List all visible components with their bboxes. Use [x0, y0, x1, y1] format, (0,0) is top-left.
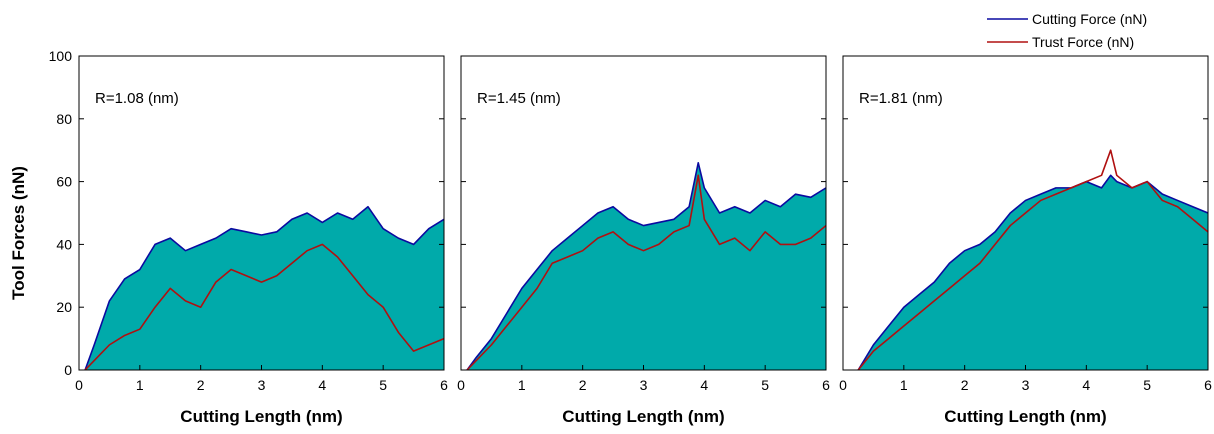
y-tick-label: 20 — [56, 299, 72, 315]
y-tick-label: 40 — [56, 236, 72, 252]
x-tick-label: 5 — [379, 377, 387, 393]
x-axis-label: Cutting Length (nm) — [180, 407, 342, 426]
x-tick-label: 3 — [640, 377, 648, 393]
legend-label-cutting: Cutting Force (nN) — [1032, 11, 1147, 27]
x-tick-label: 3 — [1022, 377, 1030, 393]
panel-annotation: R=1.81 (nm) — [859, 90, 943, 107]
x-tick-label: 6 — [822, 377, 830, 393]
series-line-trust — [466, 174, 827, 371]
y-tick-label: 60 — [56, 174, 72, 190]
y-tick-label: 0 — [64, 362, 72, 378]
area-fill — [467, 162, 826, 370]
x-tick-label: 0 — [75, 377, 83, 393]
legend-label-trust: Trust Force (nN) — [1032, 34, 1134, 50]
x-tick-label: 3 — [258, 377, 266, 393]
x-tick-label: 4 — [1082, 377, 1090, 393]
series-line-cutting — [84, 205, 445, 371]
series-line-cutting — [466, 161, 827, 371]
panel-3: 0 1 2 3 4 5 6 R=1.81 (nm) Cutting Length (nm) — [839, 55, 1212, 426]
x-tick-label: 1 — [900, 377, 908, 393]
x-tick-label: 0 — [457, 377, 465, 393]
x-tick-label: 6 — [1204, 377, 1212, 393]
x-tick-label: 5 — [761, 377, 769, 393]
area-fill — [858, 175, 1208, 370]
series-line-trust — [857, 149, 1209, 371]
x-tick-label: 2 — [579, 377, 587, 393]
y-tick-label: 100 — [49, 48, 73, 64]
x-tick-label: 5 — [1143, 377, 1151, 393]
x-tick-label: 2 — [197, 377, 205, 393]
series-line-trust — [84, 243, 445, 371]
y-axis-label: Tool Forces (nN) — [9, 166, 28, 300]
x-tick-label: 0 — [839, 377, 847, 393]
panel-annotation: R=1.45 (nm) — [477, 90, 561, 107]
x-axis-label: Cutting Length (nm) — [944, 407, 1106, 426]
legend: Cutting Force (nN) Trust Force (nN) — [987, 11, 1147, 50]
x-tick-label: 1 — [518, 377, 526, 393]
area-fill — [85, 206, 444, 370]
x-tick-label: 1 — [136, 377, 144, 393]
panel-annotation: R=1.08 (nm) — [95, 90, 179, 107]
x-tick-label: 4 — [318, 377, 326, 393]
panel-2: 0 1 2 3 4 5 6 R=1.45 (nm) Cutting Length (nm) — [457, 55, 830, 426]
x-tick-label: 6 — [440, 377, 448, 393]
x-axis-label: Cutting Length (nm) — [562, 407, 724, 426]
x-tick-label: 2 — [961, 377, 969, 393]
x-tick-label: 4 — [700, 377, 708, 393]
y-tick-label: 80 — [56, 111, 72, 127]
